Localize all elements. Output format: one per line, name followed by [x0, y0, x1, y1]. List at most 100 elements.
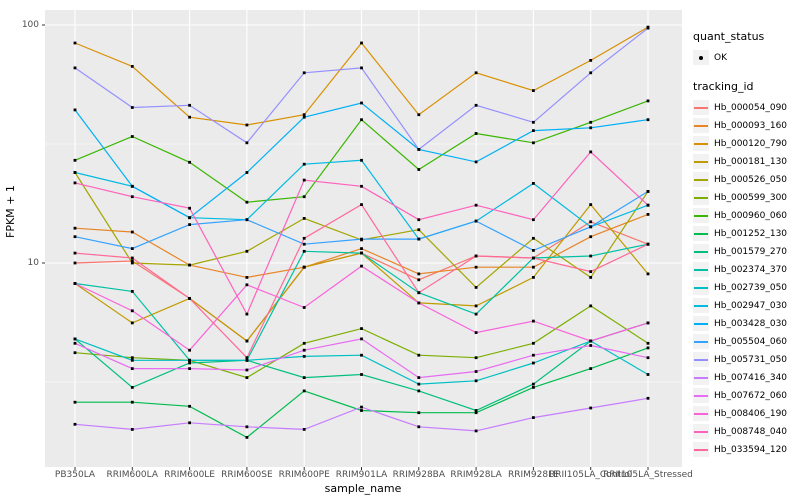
legend-item-Hb_001252_130[interactable]: Hb_001252_130 [693, 225, 799, 242]
legend-line-key-icon [693, 388, 709, 403]
data-point-Hb_005504_060 [73, 235, 77, 239]
data-point-Hb_008406_190 [417, 301, 421, 305]
data-point-Hb_000120_790 [417, 113, 421, 117]
data-point-Hb_000181_130 [646, 272, 650, 276]
legend-item-label: Hb_005731_050 [714, 354, 788, 365]
data-point-Hb_008406_190 [130, 309, 134, 313]
data-point-Hb_001252_130 [589, 367, 593, 370]
data-point-Hb_000181_130 [245, 339, 249, 343]
data-point-Hb_000599_300 [360, 327, 363, 330]
legend-item-Hb_008748_040[interactable]: Hb_008748_040 [693, 423, 799, 440]
data-point-Hb_008748_040 [360, 184, 363, 188]
legend-item-Hb_002739_050[interactable]: Hb_002739_050 [693, 279, 799, 296]
legend-item-Hb_000054_090[interactable]: Hb_000054_090 [693, 99, 799, 116]
data-point-Hb_000093_160 [532, 265, 535, 269]
legend-item-Hb_033594_120[interactable]: Hb_033594_120 [693, 441, 799, 458]
legend-line-key-icon [693, 352, 709, 367]
data-point-Hb_033594_120 [417, 291, 421, 295]
data-point-Hb_005731_050 [417, 148, 421, 151]
x-tick-label-RRII105LA_Stressed: RRII105LA_Stressed [603, 470, 693, 480]
data-point-Hb_008406_190 [532, 319, 535, 323]
data-point-Hb_005731_050 [73, 66, 77, 70]
data-point-Hb_001579_270 [130, 386, 134, 389]
legend-item-ok[interactable]: OK [693, 49, 799, 66]
data-point-Hb_002374_370 [130, 290, 134, 293]
data-point-Hb_000120_790 [73, 41, 77, 45]
data-point-Hb_002374_370 [360, 251, 363, 255]
data-point-Hb_007672_060 [532, 353, 535, 357]
y-tick-label: 10 [27, 258, 39, 268]
x-tick-label-RRIM901LA: RRIM901LA [335, 470, 388, 480]
data-point-Hb_000093_160 [417, 272, 421, 276]
data-point-Hb_001579_270 [360, 373, 363, 376]
data-point-Hb_008748_040 [474, 203, 478, 207]
legend-item-Hb_000960_060[interactable]: Hb_000960_060 [693, 207, 799, 224]
data-point-Hb_005731_050 [130, 106, 134, 109]
data-point-Hb_001252_130 [302, 389, 306, 393]
legend-item-Hb_000120_790[interactable]: Hb_000120_790 [693, 135, 799, 152]
x-tick-label-RRIM600LA: RRIM600LA [106, 470, 159, 480]
data-point-Hb_000526_050 [474, 286, 478, 289]
x-tick-label-RRIM928LE: RRIM928LE [507, 470, 559, 480]
legend-item-Hb_000093_160[interactable]: Hb_000093_160 [693, 117, 799, 134]
legend-item-Hb_005504_060[interactable]: Hb_005504_060 [693, 333, 799, 350]
legend-item-Hb_007416_340[interactable]: Hb_007416_340 [693, 369, 799, 386]
legend-item-label: Hb_002739_050 [714, 282, 788, 293]
data-point-Hb_000599_300 [73, 351, 77, 355]
data-point-Hb_003428_030 [73, 108, 77, 112]
data-point-Hb_003428_030 [589, 126, 593, 130]
legend-item-Hb_002947_030[interactable]: Hb_002947_030 [693, 297, 799, 314]
legend-line-key-icon [693, 244, 709, 259]
data-point-Hb_001252_130 [245, 436, 249, 439]
data-point-Hb_007672_060 [73, 341, 77, 345]
legend-item-Hb_008406_190[interactable]: Hb_008406_190 [693, 405, 799, 422]
data-point-Hb_001579_270 [474, 409, 478, 412]
data-point-Hb_003428_030 [360, 101, 363, 105]
legend-item-Hb_000181_130[interactable]: Hb_000181_130 [693, 153, 799, 170]
legend-line-key-icon [693, 154, 709, 169]
data-point-Hb_007672_060 [417, 376, 421, 379]
data-point-Hb_033594_120 [646, 242, 650, 246]
data-point-Hb_000054_090 [417, 278, 421, 282]
data-point-Hb_007672_060 [646, 356, 650, 360]
data-point-Hb_007672_060 [474, 370, 478, 373]
data-point-Hb_033594_120 [474, 254, 478, 258]
x-tick-label-RRIM600PE: RRIM600PE [278, 470, 330, 480]
data-point-Hb_007416_340 [532, 416, 535, 419]
data-point-Hb_000960_060 [130, 135, 134, 138]
data-point-Hb_033594_120 [245, 356, 249, 360]
legend-item-label: Hb_005504_060 [714, 336, 788, 347]
data-point-Hb_000120_790 [589, 59, 593, 62]
data-point-Hb_001252_130 [360, 409, 363, 412]
legend-item-Hb_000526_050[interactable]: Hb_000526_050 [693, 171, 799, 188]
data-point-Hb_000526_050 [130, 261, 134, 265]
data-point-Hb_002947_030 [532, 182, 535, 185]
data-point-Hb_001579_270 [302, 376, 306, 379]
legend-line-key-icon [693, 172, 709, 187]
legend-line-key-icon [693, 208, 709, 223]
legend-item-Hb_002374_370[interactable]: Hb_002374_370 [693, 261, 799, 278]
legend-item-Hb_000599_300[interactable]: Hb_000599_300 [693, 189, 799, 206]
data-point-Hb_000526_050 [302, 217, 306, 220]
legend-line-key-icon [693, 136, 709, 151]
data-point-Hb_007672_060 [245, 368, 249, 372]
legend-item-Hb_007672_060[interactable]: Hb_007672_060 [693, 387, 799, 404]
data-point-Hb_000120_790 [130, 65, 134, 68]
data-point-Hb_000181_130 [532, 276, 535, 279]
data-point-Hb_005504_060 [360, 237, 363, 241]
data-point-Hb_005504_060 [245, 218, 249, 222]
legend-item-Hb_005731_050[interactable]: Hb_005731_050 [693, 351, 799, 368]
legend-item-Hb_003428_030[interactable]: Hb_003428_030 [693, 315, 799, 332]
data-point-Hb_008406_190 [646, 321, 650, 325]
data-point-Hb_000526_050 [532, 236, 535, 240]
data-point-Hb_001579_270 [417, 389, 421, 393]
legend-item-Hb_001579_270[interactable]: Hb_001579_270 [693, 243, 799, 260]
data-point-Hb_007672_060 [188, 367, 191, 370]
data-point-Hb_002739_050 [417, 382, 421, 386]
x-tick-label-RRII105LA_Control: RRII105LA_Control [548, 470, 633, 480]
legend-quant-status-title: quant_status [693, 30, 765, 43]
data-point-Hb_000093_160 [130, 230, 134, 234]
legend-line-key-icon [693, 280, 709, 295]
data-point-Hb_000120_790 [245, 123, 249, 127]
